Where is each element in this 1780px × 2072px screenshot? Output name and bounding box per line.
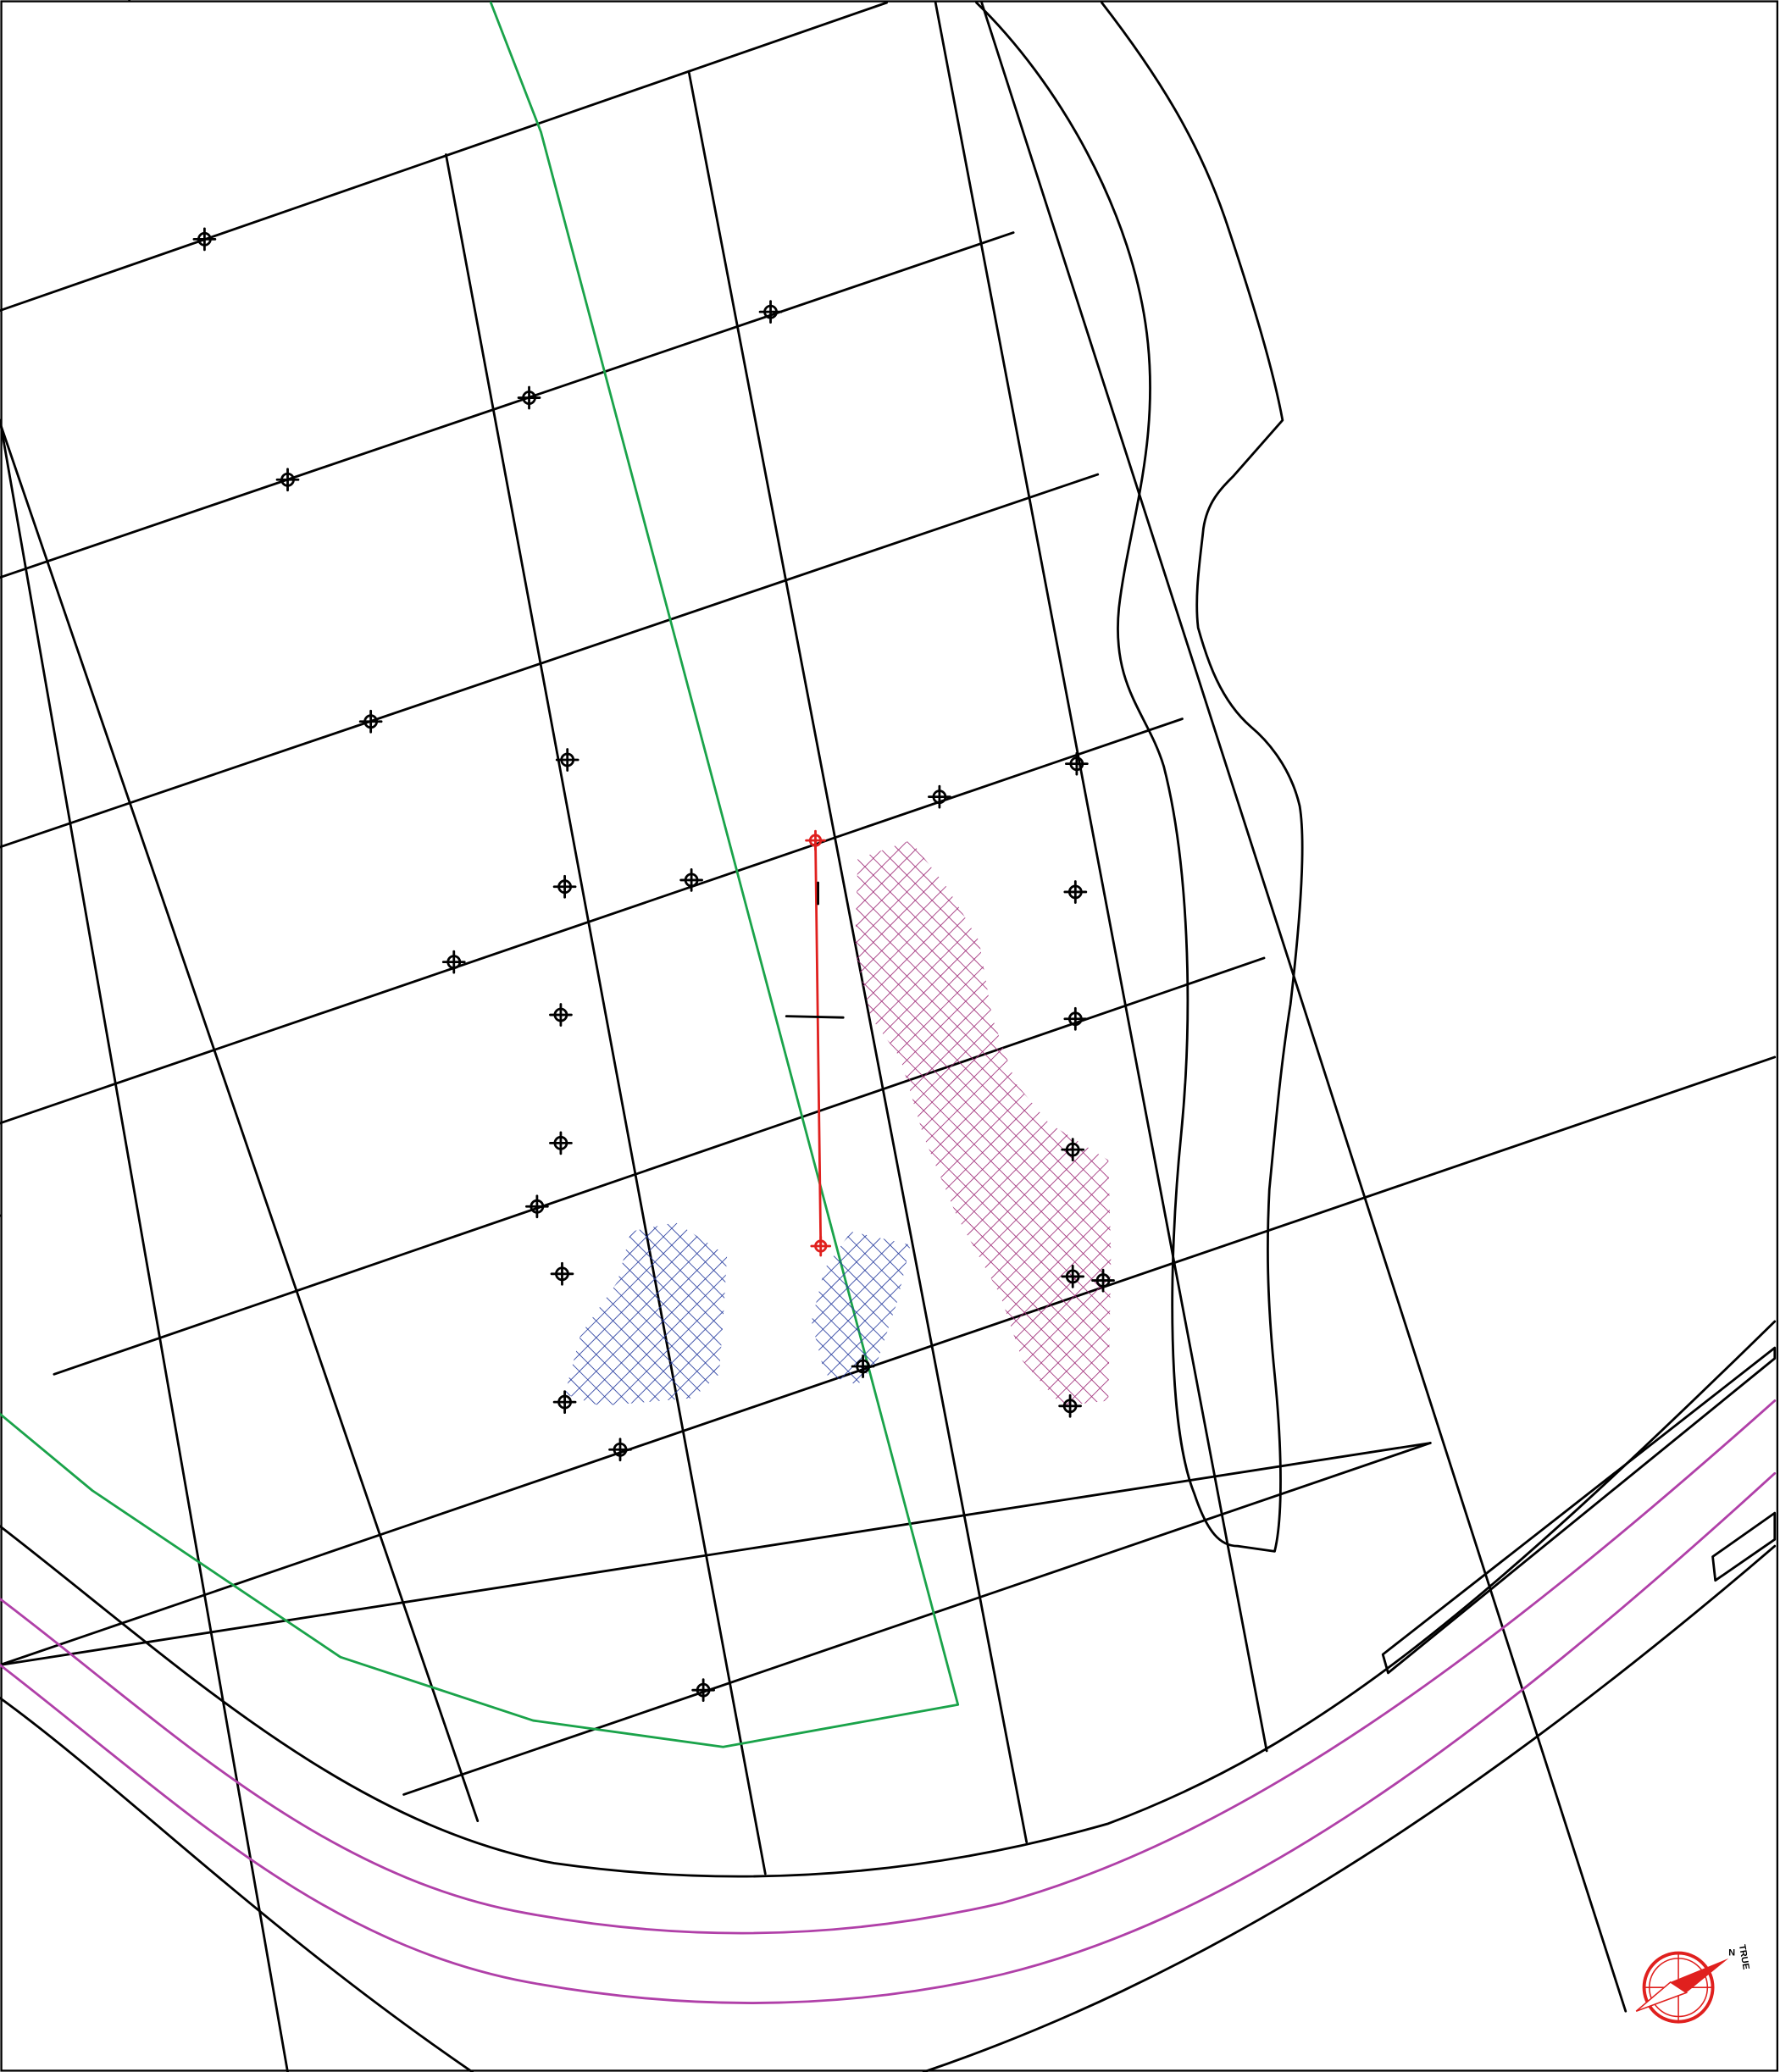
control-point-marker <box>517 385 541 410</box>
creek-outline <box>975 1 1304 1553</box>
grid-rows <box>0 1 1777 1796</box>
compass-label-n: N <box>1728 1948 1735 1958</box>
control-point-marker <box>608 1438 632 1462</box>
control-point-marker <box>358 709 383 734</box>
control-point-marker <box>555 748 579 772</box>
road-edges <box>0 1320 1777 2072</box>
control-point-marker <box>1065 751 1089 776</box>
control-point-marker <box>1061 1138 1085 1162</box>
control-point-marker <box>549 1003 573 1027</box>
north-arrow[interactable]: TRUE N <box>1635 1944 1751 2024</box>
control-point-marker <box>1063 1006 1088 1031</box>
control-point-marker <box>1063 880 1088 904</box>
control-point-marker <box>549 1131 573 1155</box>
compass-label-true: TRUE <box>1737 1944 1751 1970</box>
control-point-marker <box>550 1261 574 1286</box>
control-points <box>192 227 1115 1703</box>
survey-line <box>980 1 1628 2013</box>
control-point-marker <box>1061 1265 1085 1288</box>
control-point-marker <box>275 468 300 492</box>
control-point-marker <box>192 227 217 252</box>
control-point-marker <box>928 784 951 809</box>
control-point-marker <box>552 1390 577 1414</box>
control-point-marker <box>1091 1268 1115 1293</box>
control-point-marker <box>758 300 783 324</box>
section-tick <box>785 881 845 1019</box>
control-point-marker <box>691 1678 715 1703</box>
control-point-marker <box>679 868 703 892</box>
control-point-marker <box>552 874 577 899</box>
hatch-zone-blue <box>564 1222 911 1406</box>
control-point-marker <box>441 950 466 974</box>
control-point-marker <box>1058 1393 1082 1418</box>
road-centerlines <box>0 1399 1777 2004</box>
hatch-zone-magenta <box>855 840 1112 1406</box>
section-line <box>805 829 832 1257</box>
grid-columns <box>0 0 1268 2072</box>
property-boundary <box>0 1 960 1748</box>
control-point-marker <box>525 1194 549 1219</box>
control-point-marker <box>851 1355 875 1378</box>
